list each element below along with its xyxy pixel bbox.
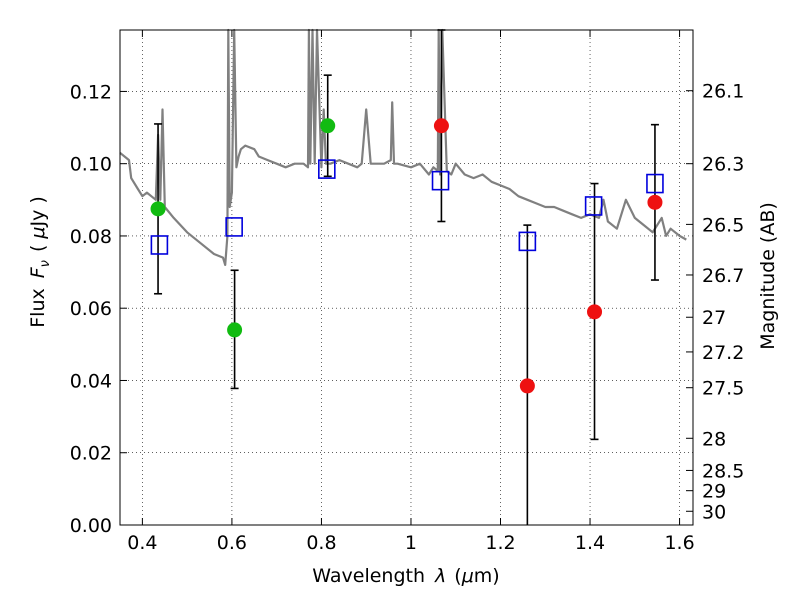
y2-tick-label: 30 [702,501,726,523]
y-axis-title: FluxFν(μJy) [27,196,53,328]
x-tick-label: 1.6 [664,532,694,554]
y2-tick-label: 27.5 [702,378,744,400]
model-series [150,159,664,255]
y-tick-label: 0.00 [70,515,112,537]
y-tick-label: 0.04 [70,370,112,392]
y2-tick-label: 26.1 [702,81,744,103]
y-tick-label: 0.10 [70,154,112,176]
y2-tick-label: 26.7 [702,265,744,287]
observed-point [519,378,535,394]
x-tick-label: 1 [405,532,417,554]
observed-point [647,194,663,210]
observed-point [320,118,336,134]
model-marker [318,159,336,179]
model-marker [518,231,537,252]
y-tick-label: 0.12 [70,81,112,103]
model-marker [646,173,664,194]
model-marker [150,235,169,255]
y2-tick-label: 26.3 [702,154,744,176]
model-marker [225,217,243,237]
plot-frame [119,29,694,526]
x-axis-title: Wavelength λ (μm) [312,565,499,587]
x-tick-label: 1.4 [575,532,605,554]
observed-series [150,118,663,394]
observed-point [433,118,449,134]
observed-point [587,304,603,320]
x-tick-label: 0.6 [217,532,247,554]
y-tick-label: 0.02 [70,443,112,465]
observed-point [150,201,166,217]
x-tick-label: 0.8 [306,532,336,554]
observed-point [227,322,243,338]
y2-tick-label: 29 [702,481,726,503]
spectrum-series [119,28,687,266]
y2-tick-label: 27 [702,307,726,329]
y2-tick-label: 28 [702,428,726,450]
model-marker [584,196,603,216]
grid [120,30,693,526]
x-tick-label: 0.4 [127,532,157,554]
ticks: 0.4 0.6 0.8 1 1.2 1.4 1.6 0.00 0.02 0.04 0.06 0.08 0… [70,30,744,554]
y-tick-label: 0.08 [70,226,112,248]
y2-tick-label: 27.2 [702,342,744,364]
y2-tick-label: 26.5 [702,214,744,236]
x-tick-label: 1.2 [485,532,515,554]
spectrum-line [119,28,687,266]
model-marker [431,170,450,191]
y2-tick-label: 28.5 [702,460,744,482]
y2-axis-title: Magnitude (AB) [757,202,779,350]
y-tick-label: 0.06 [70,298,112,320]
